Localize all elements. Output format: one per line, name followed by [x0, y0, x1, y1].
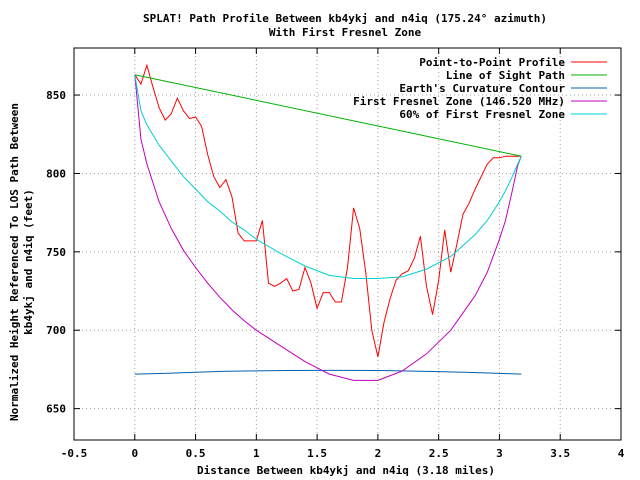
series-line-point-to-point-profile [134, 63, 522, 358]
x-tick-label: 0 [131, 447, 138, 460]
legend-label-point-to-point-profile: Point-to-Point Profile [419, 56, 565, 69]
y-axis-label-line2: kb4ykj and n4iq (feet) [22, 189, 35, 335]
legend-label-line-of-sight-path: Line of Sight Path [446, 69, 565, 82]
series-line-first-fresnel-zone-146-520-mhz [134, 74, 522, 381]
chart-title: SPLAT! Path Profile Between kb4ykj and n… [143, 12, 547, 25]
x-tick-label: 3.5 [550, 447, 570, 460]
legend-label-earth-s-curvature-contour: Earth's Curvature Contour [399, 82, 565, 95]
x-axis-label: Distance Between kb4ykj and n4iq (3.18 m… [197, 464, 495, 477]
y-tick-label: 850 [46, 89, 66, 102]
y-tick-label: 750 [46, 246, 66, 259]
series-layer [134, 63, 522, 381]
legend-label-60-of-first-fresnel-zone: 60% of First Fresnel Zone [399, 108, 565, 121]
legend-label-first-fresnel-zone-146-520-mhz: First Fresnel Zone (146.520 MHz) [353, 95, 565, 108]
y-axis-label-line1: Normalized Height Referenced To LOS Path… [8, 103, 21, 421]
series-line-60-of-first-fresnel-zone [134, 74, 522, 279]
series-line-earth-s-curvature-contour [134, 369, 522, 375]
x-tick-label: 2 [375, 447, 382, 460]
tick-layer: -0.5 0 0.5 1 1.5 2 2.5 3 3.5 4 650 700 750 800 850 [46, 48, 625, 460]
x-tick-label: 0.5 [186, 447, 206, 460]
x-tick-label: 2.5 [429, 447, 449, 460]
chart-subtitle: With First Fresnel Zone [269, 26, 422, 39]
x-tick-label: 3 [496, 447, 503, 460]
x-tick-label: 1.5 [307, 447, 327, 460]
y-tick-label: 800 [46, 167, 66, 180]
x-tick-label: 4 [618, 447, 625, 460]
grid-layer [74, 48, 621, 440]
y-tick-label: 700 [46, 324, 66, 337]
y-tick-label: 650 [46, 403, 66, 416]
series-line-line-of-sight-path [134, 74, 522, 157]
plot-border [73, 47, 622, 441]
x-tick-label: -0.5 [61, 447, 88, 460]
x-tick-label: 1 [253, 447, 260, 460]
